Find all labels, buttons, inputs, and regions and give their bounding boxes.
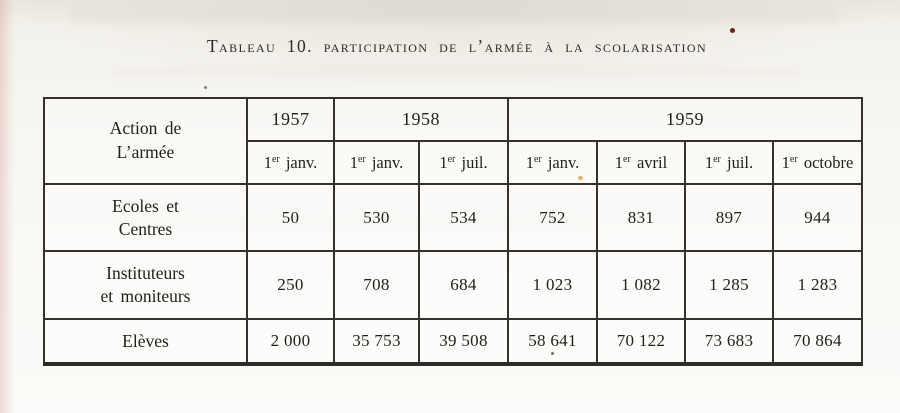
data-cell: 897 [684,183,774,252]
data-cell: 35 753 [333,318,420,365]
data-cell: 530 [333,183,420,252]
date-header-row: 1er janv. 1er janv. 1er juil. 1er janv. … [44,140,863,185]
data-cell: 73 683 [684,318,774,365]
data-cell: 1 023 [507,250,598,320]
data-cell: 58 641 [507,318,598,365]
date-header: 1er janv. [333,140,420,185]
ordinal-superscript: er [623,153,631,165]
date-header: 1er juil. [684,140,774,185]
corner-header-cell: Action de L’armée [43,97,248,185]
table-row-eleves: Elèves 2 000 35 753 39 508 58 641 70 122… [43,318,863,365]
ordinal-superscript: er [271,153,280,165]
data-cell: 250 [246,250,335,320]
year-header-1959: 1959 [507,97,863,142]
scan-edge-left [0,0,15,413]
corner-line-2: L’armée [116,142,175,162]
date-header: 1er octobre [772,140,863,185]
scolarisation-table: Action de L’armée 1957 1958 1959 1er jan… [43,97,863,366]
bleedthrough-ghost [110,66,800,78]
data-cell: 70 122 [596,318,686,365]
ordinal-superscript: er [713,153,721,165]
ink-speck [204,86,207,89]
date-header: 1er janv. [246,140,335,185]
data-cell: 1 285 [684,250,774,320]
data-cell: 2 000 [246,318,335,365]
data-cell: 39 508 [418,318,509,365]
row-label-eleves: Elèves [43,318,248,365]
ordinal-superscript: er [533,153,542,165]
data-cell: 1 082 [596,250,686,320]
table-row-ecoles: Ecoles et Centres 50 530 534 752 831 897… [43,183,863,252]
date-header: 1er janv. [507,140,598,185]
year-header-row: Action de L’armée 1957 1958 1959 [43,97,863,185]
ordinal-superscript: er [357,153,366,165]
row-label-instituteurs: Instituteurs et moniteurs [43,250,248,320]
year-header-1957: 1957 [246,97,335,142]
table-title: Tableau 10. participation de l’armée à l… [206,36,708,56]
data-cell: 831 [596,183,686,252]
data-cell: 1 283 [772,250,863,320]
date-header: 1er juil. [418,140,509,185]
corner-line-1: Action de [109,118,182,139]
data-cell: 708 [333,250,420,320]
data-cell: 752 [507,183,598,252]
ink-speck-red [730,28,735,33]
year-header-1958: 1958 [333,97,509,142]
data-cell: 70 864 [772,318,863,365]
date-header: 1er avril [596,140,686,185]
data-cell: 684 [418,250,509,320]
data-cell: 944 [772,183,863,252]
bleedthrough-ghost [70,8,840,23]
data-cell: 534 [418,183,509,252]
data-cell: 50 [246,183,335,252]
table-row-instituteurs: Instituteurs et moniteurs 250 708 684 1 … [43,250,863,320]
ordinal-superscript: er [789,153,798,165]
ordinal-superscript: er [447,153,456,165]
row-label-ecoles: Ecoles et Centres [43,183,248,252]
